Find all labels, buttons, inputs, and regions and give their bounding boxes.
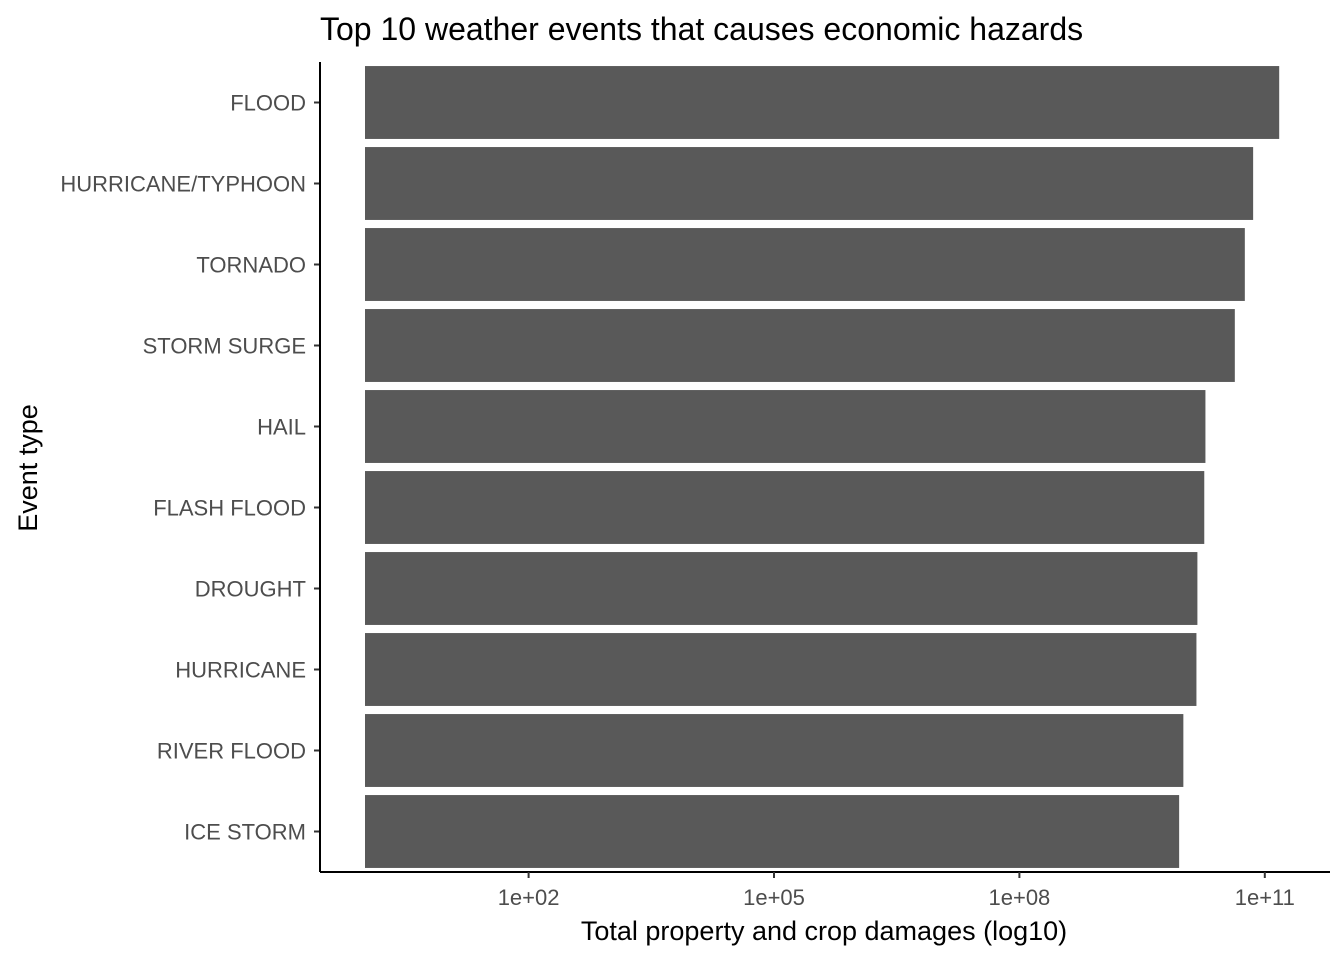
bar-hurricane: [365, 633, 1197, 706]
x-axis-title: Total property and crop damages (log10): [581, 916, 1067, 946]
bar-river-flood: [365, 714, 1184, 787]
y-tick-label: ICE STORM: [184, 820, 306, 845]
x-axis: 1e+02 1e+05 1e+08 1e+11: [320, 871, 1330, 910]
x-tick-label: 1e+05: [743, 885, 805, 910]
bar-flash-flood: [365, 471, 1205, 544]
y-tick-label: STORM SURGE: [143, 334, 306, 359]
y-tick-label: FLOOD: [230, 91, 306, 116]
bars-group: [365, 66, 1280, 868]
y-tick-label: TORNADO: [196, 253, 306, 278]
y-tick-label: DROUGHT: [195, 577, 306, 602]
bar-flood: [365, 66, 1280, 139]
bar-storm-surge: [365, 309, 1235, 382]
x-tick-label: 1e+08: [989, 885, 1051, 910]
x-tick-label: 1e+02: [498, 885, 560, 910]
chart-title: Top 10 weather events that causes econom…: [320, 11, 1083, 47]
y-tick-label: FLASH FLOOD: [153, 496, 306, 521]
y-tick-label: HURRICANE: [175, 658, 306, 683]
bar-ice-storm: [365, 795, 1180, 868]
y-axis: FLOOD HURRICANE/TYPHOON TORNADO STORM SURGE…: [60, 62, 321, 872]
bar-hail: [365, 390, 1206, 463]
y-tick-label: RIVER FLOOD: [157, 739, 306, 764]
x-tick-label: 1e+11: [1235, 885, 1295, 910]
y-tick-label: HAIL: [257, 415, 306, 440]
y-tick-label: HURRICANE/TYPHOON: [60, 172, 306, 197]
bar-hurricane-typhoon: [365, 147, 1254, 220]
y-axis-title: Event type: [13, 404, 43, 532]
bar-drought: [365, 552, 1198, 625]
bar-tornado: [365, 228, 1245, 301]
